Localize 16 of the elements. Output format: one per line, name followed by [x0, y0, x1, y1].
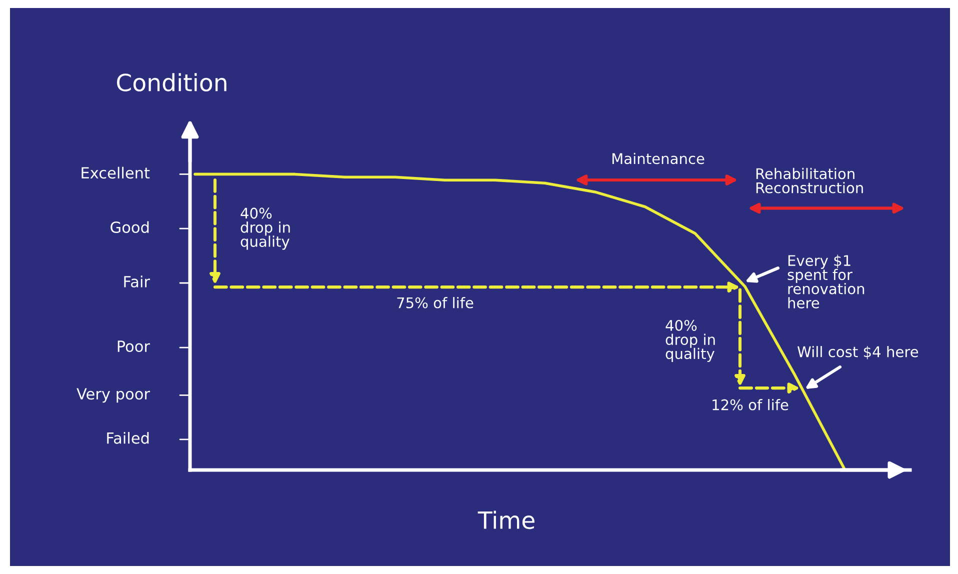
- text: Poor: [118, 340, 150, 352]
- y-axis-title: Condition: [116, 73, 226, 92]
- annotation: 40% drop in quality: [666, 320, 715, 362]
- text: Failed: [107, 432, 149, 444]
- annotation: Will cost $4 here: [797, 346, 918, 360]
- text: Good: [110, 221, 149, 234]
- annotation: Rehabilitation Reconstruction: [756, 168, 863, 194]
- text: Excellent: [82, 166, 150, 179]
- text: Maintenance: [612, 152, 704, 164]
- annotation: 12% of life: [712, 399, 788, 410]
- text: Fair: [124, 276, 150, 288]
- annotation: 75% of life: [397, 297, 474, 308]
- x-axis-title: Time: [478, 510, 534, 530]
- annotation: Every $1 spent for renovation here: [788, 254, 864, 308]
- text: Very poor: [76, 388, 150, 403]
- annotation: 40% drop in quality: [240, 208, 290, 250]
